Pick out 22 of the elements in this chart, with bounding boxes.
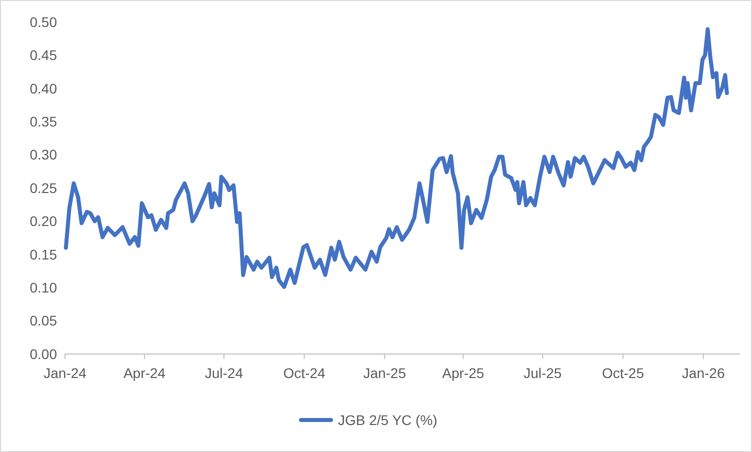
x-tick-label: Jul-24 — [204, 365, 244, 381]
y-tick-label: 0.30 — [30, 146, 58, 163]
y-tick-label: 0.15 — [30, 246, 58, 262]
y-tick-label: 0.40 — [30, 80, 58, 96]
legend-label: JGB 2/5 YC (%) — [338, 412, 438, 428]
x-tick-label: Jan-24 — [44, 365, 87, 381]
y-tick-label: 0.25 — [30, 180, 58, 196]
x-tick-label: Jul-25 — [524, 365, 562, 381]
line-series — [64, 27, 729, 289]
x-tick-label: Apr-25 — [442, 365, 484, 381]
y-tick-label: 0.35 — [30, 114, 58, 130]
y-tick-label: 0.45 — [30, 47, 58, 64]
x-tick-label: Oct-25 — [602, 365, 644, 381]
y-tick-label: 0.00 — [30, 346, 58, 362]
y-tick-label: 0.05 — [30, 312, 58, 329]
x-tick-label: Apr-24 — [123, 365, 166, 381]
x-tick-label: Oct-24 — [283, 365, 326, 381]
x-tick-label: Jan-25 — [363, 365, 406, 381]
y-tick-label: 0.20 — [30, 213, 58, 230]
y-tick-label: 0.10 — [30, 280, 58, 296]
x-tick-label: Jan-26 — [682, 365, 725, 381]
y-tick-label: 0.50 — [30, 14, 58, 30]
